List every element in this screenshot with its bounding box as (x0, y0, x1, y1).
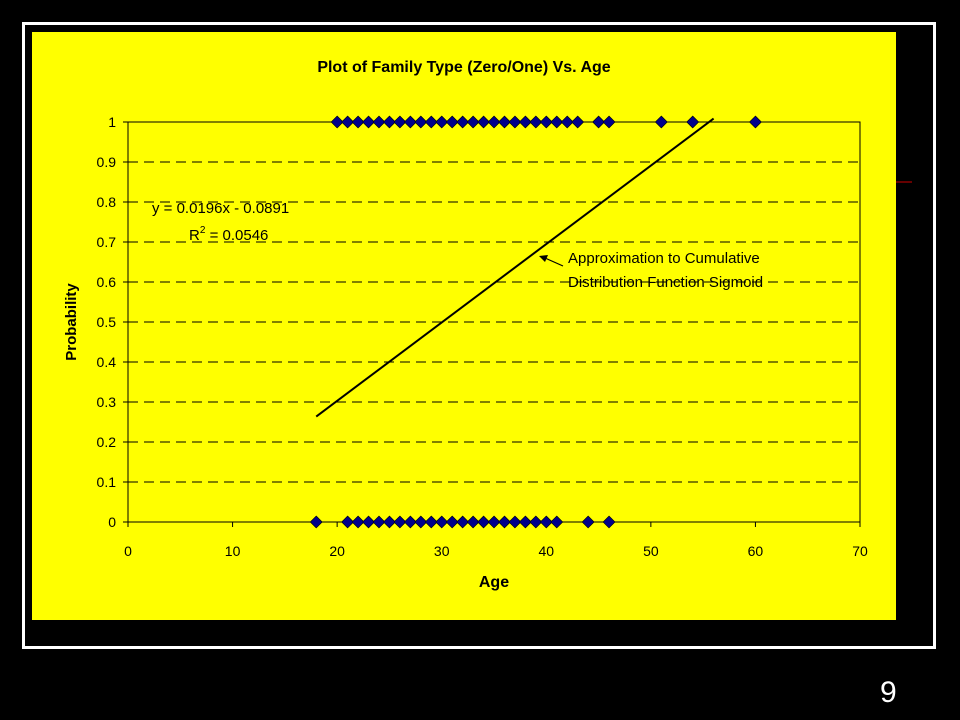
data-point (372, 115, 386, 129)
data-point (518, 515, 532, 529)
data-point (383, 115, 396, 129)
data-point (351, 115, 365, 129)
trendline-group (315, 117, 715, 418)
y-tick-label: 0.7 (97, 234, 117, 250)
data-point (414, 115, 428, 129)
y-tick-label: 0.8 (97, 194, 117, 210)
data-point (529, 515, 543, 529)
scatter-points (309, 115, 762, 529)
data-point (466, 515, 480, 529)
data-point (571, 115, 585, 129)
data-point (466, 115, 480, 129)
y-tick-label: 0.2 (97, 434, 117, 450)
x-tick-label: 20 (329, 543, 345, 559)
data-point (477, 115, 490, 129)
y-tick-label: 1 (108, 114, 116, 130)
data-point (602, 515, 616, 529)
data-point (362, 115, 375, 129)
data-point (403, 515, 417, 529)
data-point (560, 115, 574, 129)
callout-line-2: Distribution Function Sigmoid (568, 274, 763, 291)
data-point (498, 115, 511, 129)
data-point (602, 115, 616, 129)
x-tick-label: 0 (124, 543, 132, 559)
data-point (341, 515, 355, 529)
data-point (456, 115, 470, 129)
data-point (445, 115, 459, 129)
y-tick-label: 0.4 (97, 354, 117, 370)
data-point (393, 515, 407, 529)
callout-arrowhead (539, 255, 548, 262)
r-squared-value: = 0.0546 (205, 227, 268, 244)
data-point (435, 515, 449, 529)
data-point (330, 115, 344, 129)
data-point (445, 515, 459, 529)
trendline (315, 117, 715, 418)
data-point (529, 115, 543, 129)
data-point (749, 115, 762, 129)
y-tick-label: 0.6 (97, 274, 117, 290)
data-point (414, 515, 428, 529)
data-point (393, 115, 407, 129)
data-point (498, 515, 511, 529)
y-axis: 0 0.1 0.2 0.3 0.4 0.5 0.6 0.7 0.8 0.9 1 (97, 114, 128, 530)
data-point (372, 515, 386, 529)
x-tick-label: 10 (225, 543, 241, 559)
y-tick-label: 0.9 (97, 154, 117, 170)
data-point (362, 515, 375, 529)
data-point (550, 115, 564, 129)
data-point (424, 115, 438, 129)
x-tick-label: 50 (643, 543, 659, 559)
data-point (424, 515, 438, 529)
r-squared-label: R2 = 0.0546 (189, 225, 268, 244)
chart-title: Plot of Family Type (Zero/One) Vs. Age (317, 59, 610, 76)
data-point (518, 115, 532, 129)
data-point (539, 515, 553, 529)
callout-line-1: Approximation to Cumulative (568, 250, 760, 267)
slide-number: 9 (880, 676, 897, 709)
x-tick-label: 70 (852, 543, 868, 559)
gridlines (128, 161, 860, 483)
y-tick-label: 0.1 (97, 474, 117, 490)
y-tick-label: 0 (108, 514, 116, 530)
y-tick-label: 0.3 (97, 394, 117, 410)
data-point (592, 115, 605, 129)
x-axis-label: Age (479, 574, 509, 591)
x-axis: 0 10 20 30 40 50 60 70 (124, 522, 868, 559)
r-squared-letter: R (189, 227, 200, 244)
y-axis-label: Probability (63, 283, 80, 361)
data-point (654, 115, 668, 129)
trendline-equation: y = 0.0196x - 0.0891 (152, 200, 289, 217)
data-point (487, 515, 501, 529)
data-point (686, 115, 700, 129)
data-point (383, 515, 396, 529)
data-point (508, 115, 522, 129)
data-point (456, 515, 470, 529)
x-tick-label: 60 (748, 543, 764, 559)
data-point (309, 515, 323, 529)
x-tick-label: 30 (434, 543, 450, 559)
data-point (508, 515, 522, 529)
x-tick-label: 40 (538, 543, 554, 559)
data-point (477, 515, 490, 529)
data-point (403, 115, 417, 129)
y-tick-label: 0.5 (97, 314, 117, 330)
callout-arrow-line (544, 257, 564, 267)
data-point (550, 515, 564, 529)
data-point (435, 115, 449, 129)
data-point (581, 515, 595, 529)
data-point (539, 115, 553, 129)
data-point (487, 115, 501, 129)
data-point (351, 515, 365, 529)
r-squared-superscript: 2 (200, 225, 206, 236)
data-point (341, 115, 355, 129)
